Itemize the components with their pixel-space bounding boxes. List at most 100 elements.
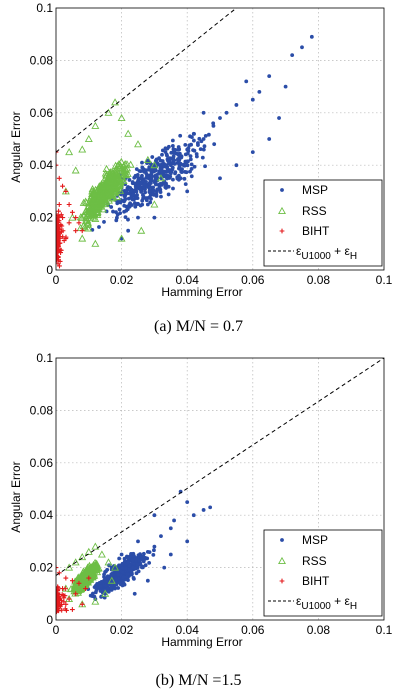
rss-point <box>111 169 120 177</box>
rss-point <box>137 226 146 234</box>
biht-point <box>60 586 65 591</box>
x-tick-label: 0 <box>53 273 60 287</box>
msp-point <box>134 202 138 207</box>
caption-b: (b) M/N =1.5 <box>155 672 242 689</box>
biht-point <box>56 175 62 181</box>
rss-point <box>101 191 110 199</box>
rss-point <box>118 168 127 177</box>
y-tick-label: 0.02 <box>30 211 54 225</box>
msp-point <box>162 179 167 184</box>
biht-point <box>70 578 75 584</box>
msp-point <box>121 575 126 580</box>
msp-point <box>130 197 135 202</box>
biht-point <box>70 209 75 215</box>
biht-point <box>63 601 69 607</box>
msp-point <box>178 176 183 181</box>
msp-point <box>119 552 124 557</box>
msp-point <box>176 148 181 152</box>
msp-point <box>160 152 164 157</box>
msp-point <box>153 168 158 173</box>
y-axis-label: Angular Error <box>9 111 23 182</box>
rss-point <box>78 145 87 153</box>
biht-point <box>56 257 61 263</box>
msp-point <box>136 183 140 188</box>
rss-point <box>90 196 99 204</box>
biht-point <box>56 596 59 602</box>
biht-point <box>79 228 85 234</box>
legend-msp-marker <box>280 188 284 192</box>
msp-point <box>183 142 188 147</box>
msp-point <box>309 34 314 39</box>
msp-point <box>117 207 122 212</box>
msp-point <box>144 196 148 201</box>
msp-point <box>158 166 163 171</box>
msp-point <box>114 215 119 220</box>
msp-point <box>132 591 137 596</box>
msp-point <box>145 578 150 583</box>
y-tick-label: 0.08 <box>30 403 54 417</box>
msp-point <box>150 174 155 179</box>
msp-point <box>165 176 169 181</box>
scatter-plot-b: 0 0.02 0.04 0.06 0.08 0.1 0 0.02 0.04 0.06 0.08 0.1… <box>9 351 393 649</box>
biht-point <box>56 149 59 155</box>
msp-point <box>189 162 194 167</box>
y-tick-label: 0.1 <box>36 1 53 15</box>
biht-point <box>56 220 60 225</box>
plot-border <box>55 357 385 621</box>
msp-point <box>115 201 120 206</box>
rss-point <box>97 550 106 558</box>
msp-point <box>140 165 145 170</box>
legend-msp-marker <box>280 538 284 542</box>
legend-rss-label: RSS <box>302 204 327 218</box>
msp-point <box>191 131 196 136</box>
reference-line <box>56 358 384 576</box>
rss-point <box>107 576 116 584</box>
rss-point <box>108 194 117 202</box>
biht-point <box>56 241 61 246</box>
msp-point <box>163 185 168 189</box>
msp-point <box>177 164 182 169</box>
rss-point <box>83 216 92 224</box>
legend-reference-label: εU1000 + εH <box>296 244 357 262</box>
biht-point <box>79 601 85 607</box>
msp-point <box>188 157 193 162</box>
rss-point <box>119 176 128 184</box>
points-group <box>56 34 314 269</box>
msp-point <box>197 136 202 141</box>
msp-point <box>177 156 182 161</box>
msp-point <box>206 132 211 137</box>
msp-point <box>147 188 152 193</box>
biht-point <box>56 202 62 207</box>
msp-point <box>142 183 146 187</box>
msp-point <box>257 89 262 94</box>
biht-point <box>63 236 69 241</box>
msp-point <box>139 190 144 194</box>
msp-point <box>176 145 181 149</box>
x-tick-label: 0.02 <box>110 623 134 637</box>
msp-point <box>122 191 127 196</box>
biht-point <box>76 580 82 586</box>
msp-point <box>183 152 188 157</box>
msp-point <box>117 556 122 561</box>
msp-point <box>150 188 155 193</box>
msp-point <box>116 586 121 590</box>
legend-biht-label: BIHT <box>302 224 330 238</box>
biht-point <box>60 215 65 220</box>
rss-point <box>75 583 83 591</box>
legend-reference-label: εU1000 + εH <box>296 594 357 612</box>
rss-point <box>84 134 93 143</box>
msp-point <box>198 147 203 152</box>
msp-point <box>283 84 288 89</box>
x-tick-label: 0.02 <box>110 273 134 287</box>
msp-point <box>134 194 139 199</box>
legend-biht-label: BIHT <box>302 574 330 588</box>
msp-point <box>172 151 177 155</box>
msp-point <box>126 217 130 222</box>
msp-point <box>234 103 239 107</box>
rss-point <box>88 202 97 210</box>
biht-point <box>56 208 61 214</box>
rss-point <box>156 174 165 182</box>
legend-box <box>263 179 383 267</box>
msp-point <box>152 215 157 220</box>
msp-point <box>151 552 156 557</box>
